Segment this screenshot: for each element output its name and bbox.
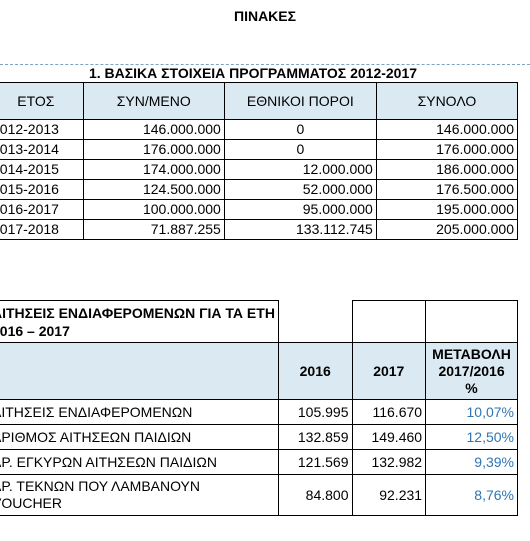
- cell-2017: 116.670: [351, 399, 427, 425]
- cell-2017: 132.982: [351, 449, 427, 475]
- table-row: 2014-2015 174.000.000 12.000.000 186.000…: [0, 159, 519, 180]
- cell-national: 12.000.000: [223, 159, 377, 180]
- cell-cofunded: 71.887.255: [82, 219, 225, 240]
- col-header-change: ΜΕΤΑΒΟΛΗ 2017/2016 %: [425, 342, 518, 400]
- table-row: ΑΙΤΗΣΕΙΣ ΕΝΔΙΑΦΕΡΟΜΕΝΩΝ 105.995 116.670 …: [0, 399, 518, 425]
- row-label: ΑΡ. ΤΕΚΝΩΝ ΠΟΥ ΛΑΜΒΑΝΟΥΝ VOUCHER: [0, 474, 279, 516]
- table-row: 2012-2013 146.000.000 0 146.000.000: [0, 119, 519, 140]
- cell-cofunded: 174.000.000: [82, 159, 225, 180]
- cell-2017: 92.231: [351, 474, 427, 516]
- cell-2016: 105.995: [277, 399, 353, 425]
- cell-cofunded: 146.000.000: [82, 119, 225, 140]
- table2-caption-line2: 2016 – 2017: [0, 322, 70, 339]
- cell-change: 10,07%: [425, 399, 518, 425]
- cell-year: 2012-2013: [0, 119, 84, 140]
- row-label: ΑΡ. ΕΓΚΥΡΩΝ ΑΙΤΗΣΕΩΝ ΠΑΙΔΙΩΝ: [0, 449, 279, 475]
- cell-year: 2013-2014: [0, 139, 84, 160]
- row-label: ΑΡΙΘΜΟΣ ΑΙΤΗΣΕΩΝ ΠΑΙΔΙΩΝ: [0, 424, 279, 450]
- col-header-2016: 2016: [277, 342, 353, 400]
- cell-year: 2014-2015: [0, 159, 84, 180]
- table2-caption: ΑΙΤΗΣΕΙΣ ΕΝΔΙΑΦΕΡΟΜΕΝΩΝ ΓΙΑ ΤΑ ΕΤΗ 2016 …: [0, 300, 279, 343]
- cell-total: 176.500.000: [375, 179, 519, 200]
- cell-total: 205.000.000: [375, 219, 519, 240]
- cell-change: 12,50%: [425, 424, 518, 450]
- cell-national: 52.000.000: [223, 179, 377, 200]
- cell-total: 195.000.000: [375, 199, 519, 220]
- cell-change: 9,39%: [425, 449, 518, 475]
- col-header-year: ΕΤΟΣ: [0, 82, 84, 120]
- cell-year: 2017-2018: [0, 219, 84, 240]
- col-header-national: ΕΘΝΙΚΟΙ ΠΟΡΟΙ: [223, 82, 377, 120]
- cell-national: 0: [223, 119, 377, 140]
- table-row: ΑΡ. ΕΓΚΥΡΩΝ ΑΙΤΗΣΕΩΝ ΠΑΙΔΙΩΝ 121.569 132…: [0, 449, 518, 475]
- table-row: ΑΡ. ΤΕΚΝΩΝ ΠΟΥ ΛΑΜΒΑΝΟΥΝ VOUCHER 84.800 …: [0, 474, 518, 516]
- cell-2016: 121.569: [277, 449, 353, 475]
- cell-2016: 84.800: [277, 474, 353, 516]
- cell-change: 8,76%: [425, 474, 518, 516]
- page-title: ΠΙΝΑΚΕΣ: [233, 8, 297, 24]
- cell-2016: 132.859: [277, 424, 353, 450]
- cell-year: 2016-2017: [0, 199, 84, 220]
- table-row: 2013-2014 176.000.000 0 176.000.000: [0, 139, 519, 160]
- applications-table: ΑΙΤΗΣΕΙΣ ΕΝΔΙΑΦΕΡΟΜΕΝΩΝ ΓΙΑ ΤΑ ΕΤΗ 2016 …: [0, 300, 518, 516]
- col-header-2017: 2017: [351, 342, 427, 400]
- table-row: 2015-2016 124.500.000 52.000.000 176.500…: [0, 179, 519, 200]
- cell-total: 146.000.000: [375, 119, 519, 140]
- cell-cofunded: 100.000.000: [82, 199, 225, 220]
- cell-national: 0: [223, 139, 377, 160]
- table-row: 2016-2017 100.000.000 95.000.000 195.000…: [0, 199, 519, 220]
- col-header-total: ΣΥΝΟΛΟ: [375, 82, 519, 120]
- cell-total: 186.000.000: [375, 159, 519, 180]
- cell-cofunded: 176.000.000: [82, 139, 225, 160]
- table2-caption-line1: ΑΙΤΗΣΕΙΣ ΕΝΔΙΑΦΕΡΟΜΕΝΩΝ ΓΙΑ ΤΑ ΕΤΗ: [0, 304, 275, 321]
- cell-total: 176.000.000: [375, 139, 519, 160]
- cell-year: 2015-2016: [0, 179, 84, 200]
- section-divider: [0, 64, 530, 65]
- table-row: 2017-2018 71.887.255 133.112.745 205.000…: [0, 219, 519, 240]
- table-row: ΑΡΙΘΜΟΣ ΑΙΤΗΣΕΩΝ ΠΑΙΔΙΩΝ 132.859 149.460…: [0, 424, 518, 450]
- program-basics-table: 1. ΒΑΣΙΚΑ ΣΤΟΙΧΕΙΑ ΠΡΟΓΡΑΜΜΑΤΟΣ 2012-201…: [0, 64, 519, 240]
- cell-2017: 149.460: [351, 424, 427, 450]
- cell-national: 133.112.745: [223, 219, 377, 240]
- cell-national: 95.000.000: [223, 199, 377, 220]
- row-label: ΑΙΤΗΣΕΙΣ ΕΝΔΙΑΦΕΡΟΜΕΝΩΝ: [0, 399, 279, 425]
- cell-cofunded: 124.500.000: [82, 179, 225, 200]
- col-header-cofunded: ΣΥΝ/ΜΕΝΟ: [82, 82, 225, 120]
- col-header-label: [0, 342, 279, 400]
- table1-caption: 1. ΒΑΣΙΚΑ ΣΤΟΙΧΕΙΑ ΠΡΟΓΡΑΜΜΑΤΟΣ 2012-201…: [88, 65, 418, 81]
